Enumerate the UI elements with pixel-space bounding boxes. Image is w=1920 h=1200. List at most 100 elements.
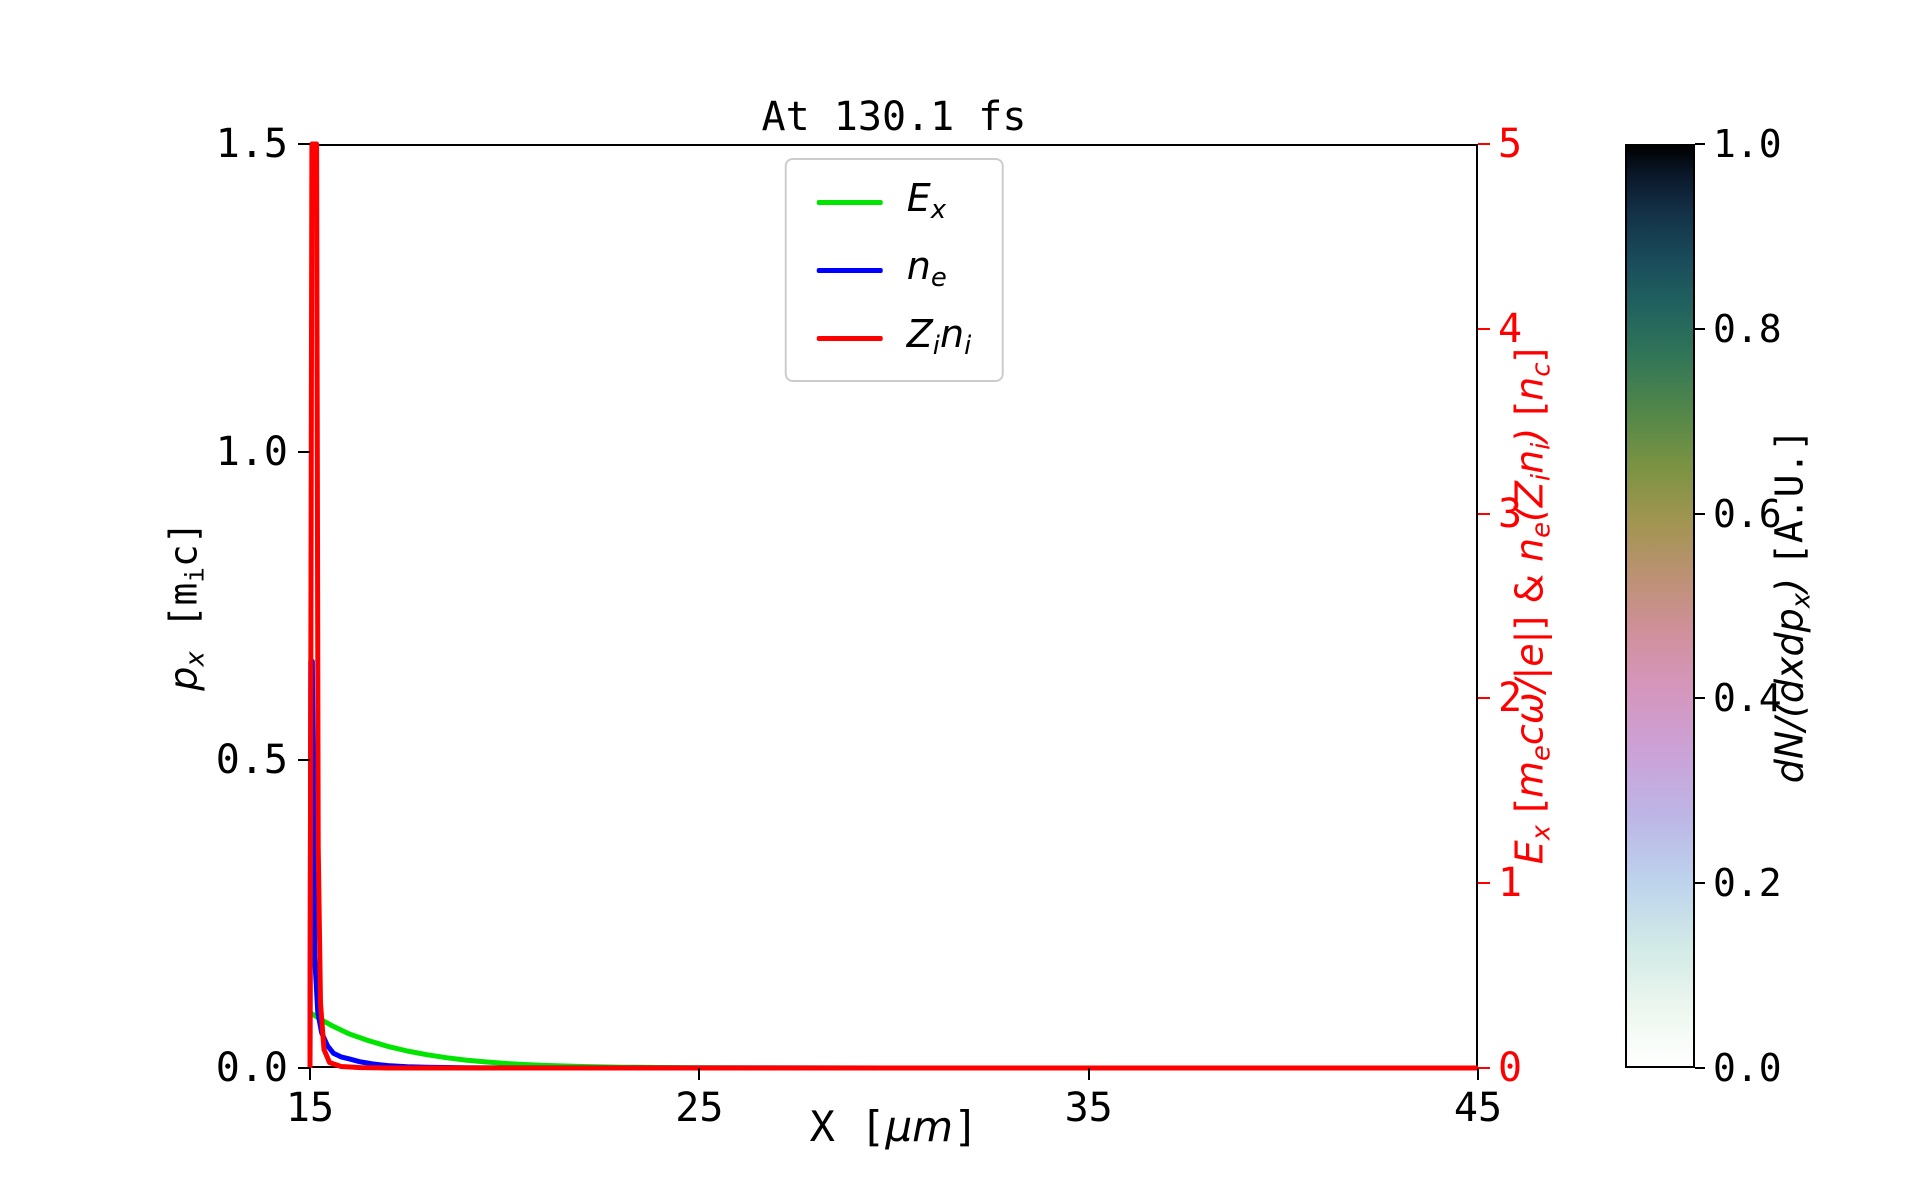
text-segment: dN [1767,730,1812,784]
colorbar-gradient [1627,146,1693,1066]
tick-label: 1.0 [215,429,288,475]
legend-label-ex: Ex [907,179,946,224]
chart-title: At 130.1 fs [761,94,1027,140]
text-segment: E [906,176,931,221]
text-segment: /( [1767,703,1812,731]
tick-mark [1478,143,1490,145]
text-segment: n [939,312,965,357]
tick-mark [1478,697,1490,700]
text-segment [1767,566,1811,578]
tick-label: 0.6 [1713,491,1782,536]
text-segment: x [1786,592,1817,609]
text-segment: n [1507,376,1552,401]
tick-mark [1478,882,1490,885]
tick-mark [298,143,310,145]
text-segment: m [161,582,206,606]
text-segment: e [930,263,947,294]
text-segment: Z [1507,481,1552,508]
legend-label-zini: Zini [907,315,972,360]
tick-mark [1695,697,1705,700]
tick-mark [1478,512,1490,515]
series-line-zini [307,141,1478,1071]
text-segment: n [906,244,931,289]
text-segment: [A.U.] [1767,428,1812,567]
tick-mark [1695,882,1705,885]
tick-mark [1695,143,1705,145]
text-segment: i [180,567,211,583]
text-segment: X [ [809,1102,886,1151]
tick-mark [698,1068,701,1080]
text-segment: cω [1507,692,1552,746]
text-segment: ) [1507,427,1552,443]
legend-item-ne: ne [816,236,972,304]
legend-line-ex-swatch [816,199,883,205]
tick-label: 4 [1498,305,1523,352]
text-segment: x [930,195,947,226]
text-segment: E [1507,840,1552,865]
legend-item-ex: Ex [816,168,972,236]
text-segment: ] [1507,347,1552,363]
plot-canvas [307,141,1479,1071]
text-segment: Z [906,312,933,357]
text-segment: μm [885,1102,954,1151]
text-segment: ] & [1507,561,1552,631]
legend-line-ne-swatch [816,267,883,273]
tick-label: 1.5 [215,121,288,167]
tick-mark [298,759,310,761]
tick-label: 0.4 [1713,676,1782,721]
text-segment: x [180,651,211,667]
text-segment: i [1526,473,1557,482]
text-segment: i [964,331,972,362]
text-segment: n [1507,449,1552,474]
legend-item-zini: Zini [816,304,972,372]
tick-label: 0.8 [1713,306,1782,351]
text-segment: c [1526,362,1557,377]
text-segment: e [1526,521,1557,538]
text-segment: i [1526,442,1557,450]
tick-mark [1087,1068,1090,1080]
tick-label: 25 [675,1085,724,1131]
tick-label: 15 [285,1085,335,1131]
text-segment: ( [1507,507,1552,522]
tick-label: 45 [1453,1085,1503,1131]
tick-label: 0.5 [215,737,288,783]
tick-mark [309,1068,311,1080]
tick-label: 1 [1498,860,1523,907]
text-segment: p [161,666,206,691]
series-line-ex [308,1010,1478,1071]
text-segment: [ [161,605,206,652]
tick-mark [1695,1067,1705,1069]
text-segment: dxdp [1767,608,1812,704]
tick-label: 2 [1498,675,1523,722]
tick-label: 0.0 [215,1045,288,1091]
legend: Ex ne Zini [784,158,1004,382]
text-segment: ] [953,1102,979,1151]
text-segment: [ [1507,798,1552,825]
colorbar [1625,144,1695,1068]
series-line-ne [307,658,1479,1071]
tick-mark [1695,327,1705,330]
text-segment: i [932,331,940,362]
tick-mark [298,1067,310,1069]
tick-mark [1478,1067,1490,1069]
y-axis-label-right: Ex [mecω/|e|] & ne(Zini) [nc] [1507,348,1556,864]
text-segment: e [1526,745,1557,761]
text-segment: /|e| [1507,630,1552,693]
tick-label: 0 [1498,1045,1523,1091]
tick-mark [1695,512,1705,515]
colorbar-label: dN/(dxdpx) [A.U.] [1767,429,1816,784]
tick-label: 3 [1498,490,1523,537]
text-segment: ) [1767,578,1812,593]
text-segment: [ [1507,400,1552,428]
text-segment: c] [161,521,206,568]
tick-mark [1478,327,1490,330]
tick-label: 0.0 [1713,1046,1782,1090]
y-axis-label-left: px [mic] [161,521,210,690]
tick-mark [1477,1068,1479,1080]
tick-mark [298,451,310,453]
x-axis-label: X [μm] [810,1102,979,1151]
text-segment: n [1507,537,1552,562]
text-segment: x [1526,824,1557,841]
text-segment: m [1507,760,1552,799]
